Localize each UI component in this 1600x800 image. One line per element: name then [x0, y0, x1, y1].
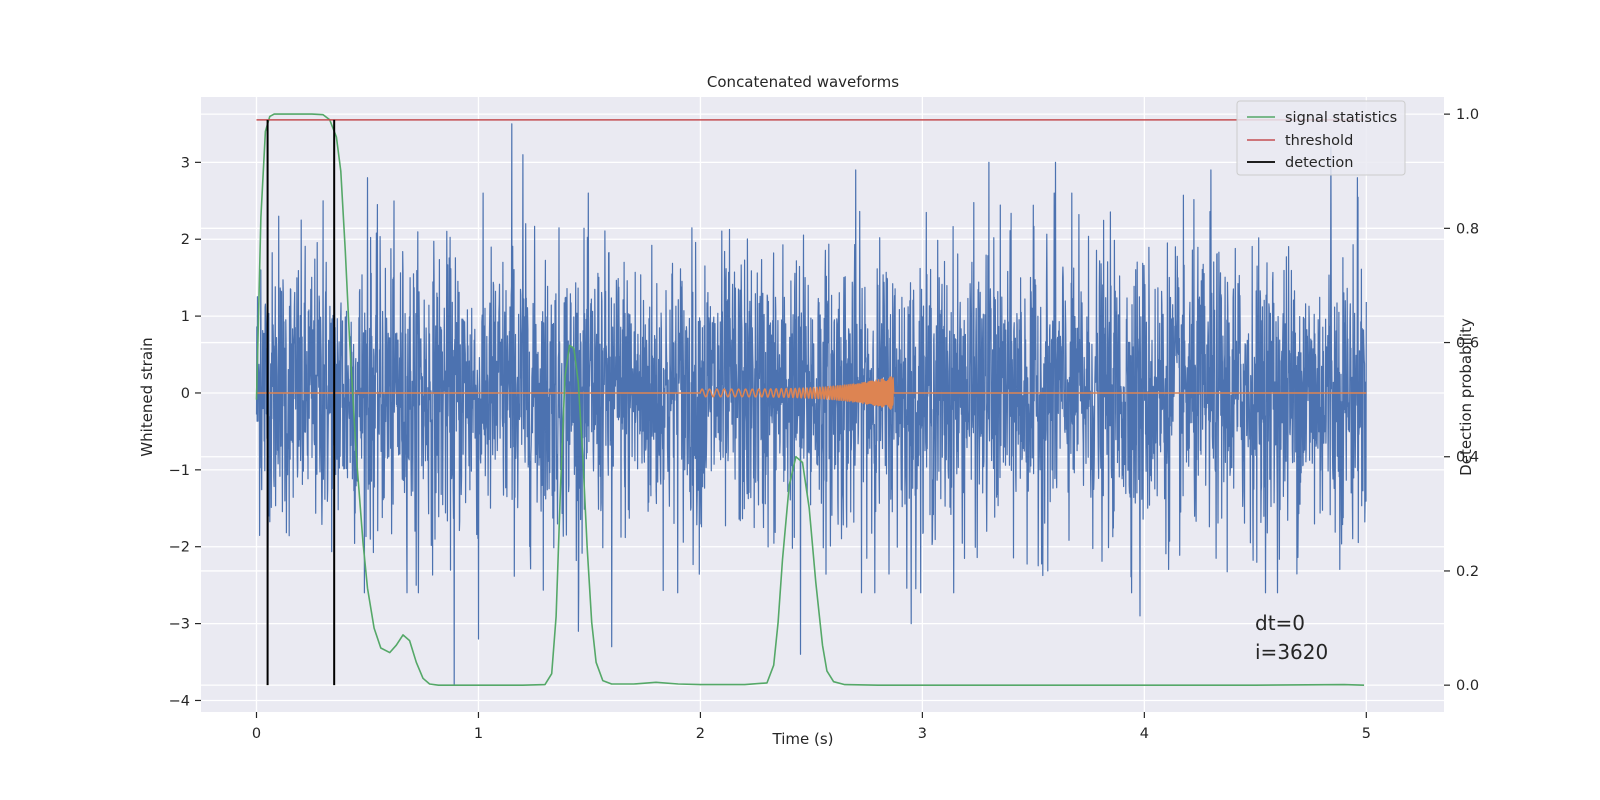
- y2-tick-label: 1.0: [1456, 107, 1479, 123]
- y-tick-label: 1: [181, 309, 190, 325]
- annotation-index: i=3620: [1255, 640, 1328, 664]
- y2-axis-ticks: 0.0 0.2 0.4 0.6 0.8 1.0: [1444, 107, 1479, 694]
- x-tick-label: 5: [1362, 726, 1371, 742]
- y2-tick-label: 0.6: [1456, 336, 1479, 352]
- legend-frame: [1236, 100, 1406, 176]
- legend-label-signal-statistics: signal statistics: [1285, 110, 1397, 126]
- y-tick-label: −3: [169, 617, 190, 633]
- y-tick-label: −1: [169, 463, 190, 479]
- chart-title: Concatenated waveforms: [707, 73, 899, 91]
- y2-tick-label: 0.8: [1456, 221, 1479, 237]
- y2-tick-label: 0.2: [1456, 564, 1479, 580]
- series-signal-statistics: [255, 113, 1365, 686]
- x-tick-label: 1: [474, 726, 483, 742]
- y-tick-label: 2: [181, 232, 190, 248]
- legend: signal statistics threshold detection: [1236, 100, 1406, 176]
- legend-label-detection: detection: [1285, 155, 1353, 171]
- y-tick-label: −4: [169, 693, 190, 709]
- annotation-dt: dt=0: [1255, 611, 1305, 635]
- y-tick-label: −2: [169, 540, 190, 556]
- y-tick-label: 3: [181, 155, 190, 171]
- y-axis-ticks: −4 −3 −2 −1 0 1 2 3: [169, 155, 201, 709]
- x-tick-label: 2: [696, 726, 705, 742]
- x-tick-label: 3: [918, 726, 927, 742]
- x-tick-label: 4: [1140, 726, 1149, 742]
- x-axis-ticks: 0 1 2 3 4 5: [252, 712, 1371, 742]
- series-whitened-strain: [255, 123, 1367, 686]
- x-axis-label: Time (s): [772, 730, 834, 748]
- y2-tick-label: 0.4: [1456, 450, 1479, 466]
- y-tick-label: 0: [181, 386, 190, 402]
- y2-tick-label: 0.0: [1456, 678, 1479, 694]
- series-template-waveform: [256, 376, 1367, 410]
- legend-label-threshold: threshold: [1285, 133, 1353, 149]
- y2-axis-label: Detection probability: [1457, 318, 1475, 476]
- series-detection: [266, 119, 336, 686]
- y-axis-label: Whitened strain: [138, 337, 156, 456]
- series-layer: [255, 113, 1367, 686]
- x-tick-label: 0: [252, 726, 261, 742]
